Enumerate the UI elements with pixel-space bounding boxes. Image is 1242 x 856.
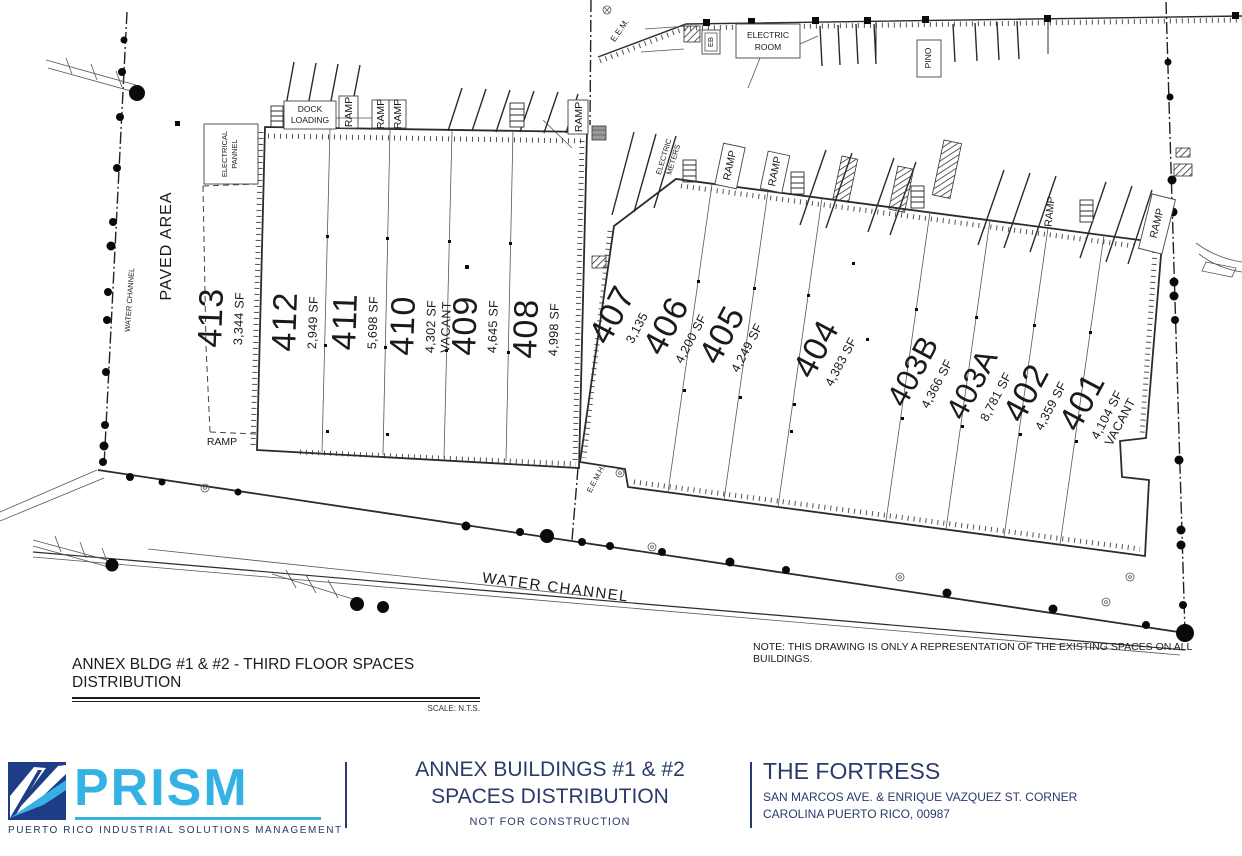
svg-text:2,949 SF: 2,949 SF [305,296,321,350]
ramp-label: RAMP [1042,196,1057,227]
site-address-1: SAN MARCOS AVE. & ENRIQUE VAZQUEZ ST. CO… [763,790,1078,804]
eb-label: EB [706,37,715,47]
not-for-construction: NOT FOR CONSTRUCTION [469,816,631,828]
parking-stalls [281,20,1153,265]
site-address-2: CAROLINA PUERTO RICO, 00987 [763,807,950,821]
water-channel-bottom-label: WATER CHANNEL [481,569,630,605]
building-annex-1 [202,95,589,469]
svg-text:PANNEL: PANNEL [230,139,239,168]
paved-area-label: PAVED AREA [158,192,175,301]
site-name: THE FORTRESS [763,758,941,784]
prism-tagline: PUERTO RICO INDUSTRIAL SOLUTIONS MANAGEM… [8,825,343,836]
dock-loading-label: DOCK LOADING [291,104,329,125]
svg-text:4,998 SF: 4,998 SF [546,303,562,357]
svg-text:408: 408 [506,298,546,359]
electric-room-area [683,23,942,89]
space-label-411: 411 5,698 SF [325,292,381,351]
ramp-label: RAMP [207,436,237,448]
svg-text:3,344 SF: 3,344 SF [231,292,247,346]
caption-underline-2 [72,701,480,702]
project-line1: ANNEX BUILDINGS #1 & #2 [415,758,685,781]
svg-text:DOCK: DOCK [298,104,323,114]
site-info: THE FORTRESS SAN MARCOS AVE. & ENRIQUE V… [763,758,1077,821]
svg-text:410: 410 [383,295,423,356]
space-label-408: 408 4,998 SF [506,298,562,359]
svg-text:5,698 SF: 5,698 SF [365,296,381,350]
eem-label: E.E.M. [608,17,631,44]
svg-text:VACANT: VACANT [438,301,454,353]
electric-meters-label: ELECTRIC METERS [654,137,682,176]
ramp-label: RAMP [375,99,387,129]
space-label-413: 413 3,344 SF [191,287,247,348]
titleblock-divider-1 [345,762,347,828]
column-marks [324,235,512,436]
building-annex-2 [578,142,1176,558]
title-block: PRISM PUERTO RICO INDUSTRIAL SOLUTIONS M… [0,748,1242,848]
svg-text:411: 411 [325,292,365,351]
svg-text:ELECTRICAL: ELECTRICAL [220,131,229,177]
project-title: ANNEX BUILDINGS #1 & #2 SPACES DISTRIBUT… [360,758,740,828]
space-label-410: 410 4,302 SF VACANT [383,295,454,356]
electrical-pannel-label: ELECTRICAL PANNEL [220,131,239,177]
ramp-label: RAMP [392,99,404,129]
ramp-label: RAMP [573,102,585,132]
scale-note: SCALE: N.T.S. [427,704,480,713]
hatched-stalls [591,125,1193,213]
svg-text:413: 413 [191,287,231,348]
drawing-title: ANNEX BLDG #1 & #2 - THIRD FLOOR SPACES … [72,656,415,691]
column-marks [683,262,1092,443]
prism-logo: PRISM PUERTO RICO INDUSTRIAL SOLUTIONS M… [8,762,348,846]
space-label-409: 409 4,645 SF [445,295,501,356]
svg-text:ELECTRIC: ELECTRIC [747,30,789,40]
site-boundaries [0,0,1242,656]
water-channel-left-label: WATER CHANNEL [123,268,136,333]
prism-underline [75,817,321,820]
stairs-symbols [270,102,1094,223]
titleblock-divider-2 [750,762,752,828]
drawing-caption: ANNEX BLDG #1 & #2 - THIRD FLOOR SPACES … [72,656,492,713]
svg-text:4,302 SF: 4,302 SF [423,300,439,354]
caption-underline [72,697,480,699]
prism-logo-icon [8,762,66,820]
ramp-label: RAMP [343,97,355,127]
svg-text:409: 409 [445,295,485,356]
svg-text:ROOM: ROOM [755,42,781,52]
svg-text:412: 412 [265,291,305,352]
pino-label: PINO [923,47,933,68]
site-plan-drawing: PAVED AREA WATER CHANNEL WATER CHANNEL E… [0,0,1242,656]
drawing-note: NOTE: THIS DRAWING IS ONLY A REPRESENTAT… [753,641,1192,665]
plan-labels: PAVED AREA WATER CHANNEL WATER CHANNEL E… [123,17,1167,606]
prism-wordmark: PRISM [74,759,249,817]
svg-text:LOADING: LOADING [291,115,329,125]
space-label-412: 412 2,949 SF [265,291,321,352]
svg-text:4,645 SF: 4,645 SF [485,300,501,354]
eemh-label: E.E.M.H. [585,463,607,494]
project-line2: SPACES DISTRIBUTION [431,785,669,808]
electric-room-label: ELECTRIC ROOM [747,30,789,52]
survey-marks [200,5,1135,607]
